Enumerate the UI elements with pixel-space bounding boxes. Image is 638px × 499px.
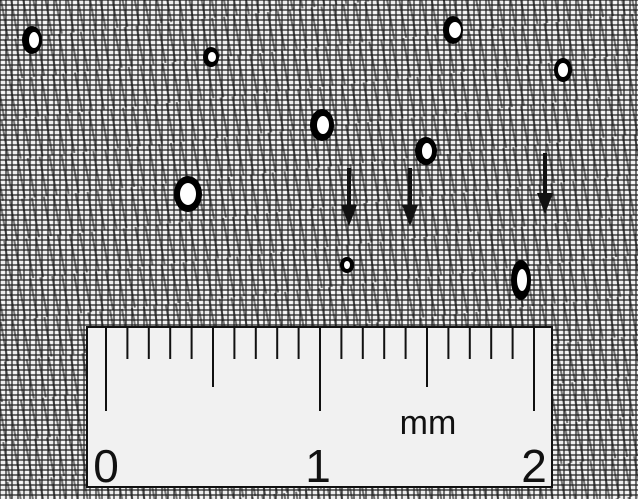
arrow-icon-2 bbox=[402, 168, 418, 226]
arrow-icon-1 bbox=[341, 168, 357, 226]
scale-label-one: 1 bbox=[305, 440, 331, 492]
annotation-arrows bbox=[341, 153, 553, 226]
arrow-icon-3 bbox=[537, 153, 553, 214]
scale-unit-label: mm bbox=[399, 404, 457, 442]
scale-ticks bbox=[105, 327, 535, 411]
scale-label-zero: 0 bbox=[93, 440, 119, 492]
millimeter-scale-bar: 0 1 2 mm bbox=[86, 326, 553, 492]
vessel-pores bbox=[22, 16, 572, 300]
scale-label-two: 2 bbox=[521, 440, 547, 492]
